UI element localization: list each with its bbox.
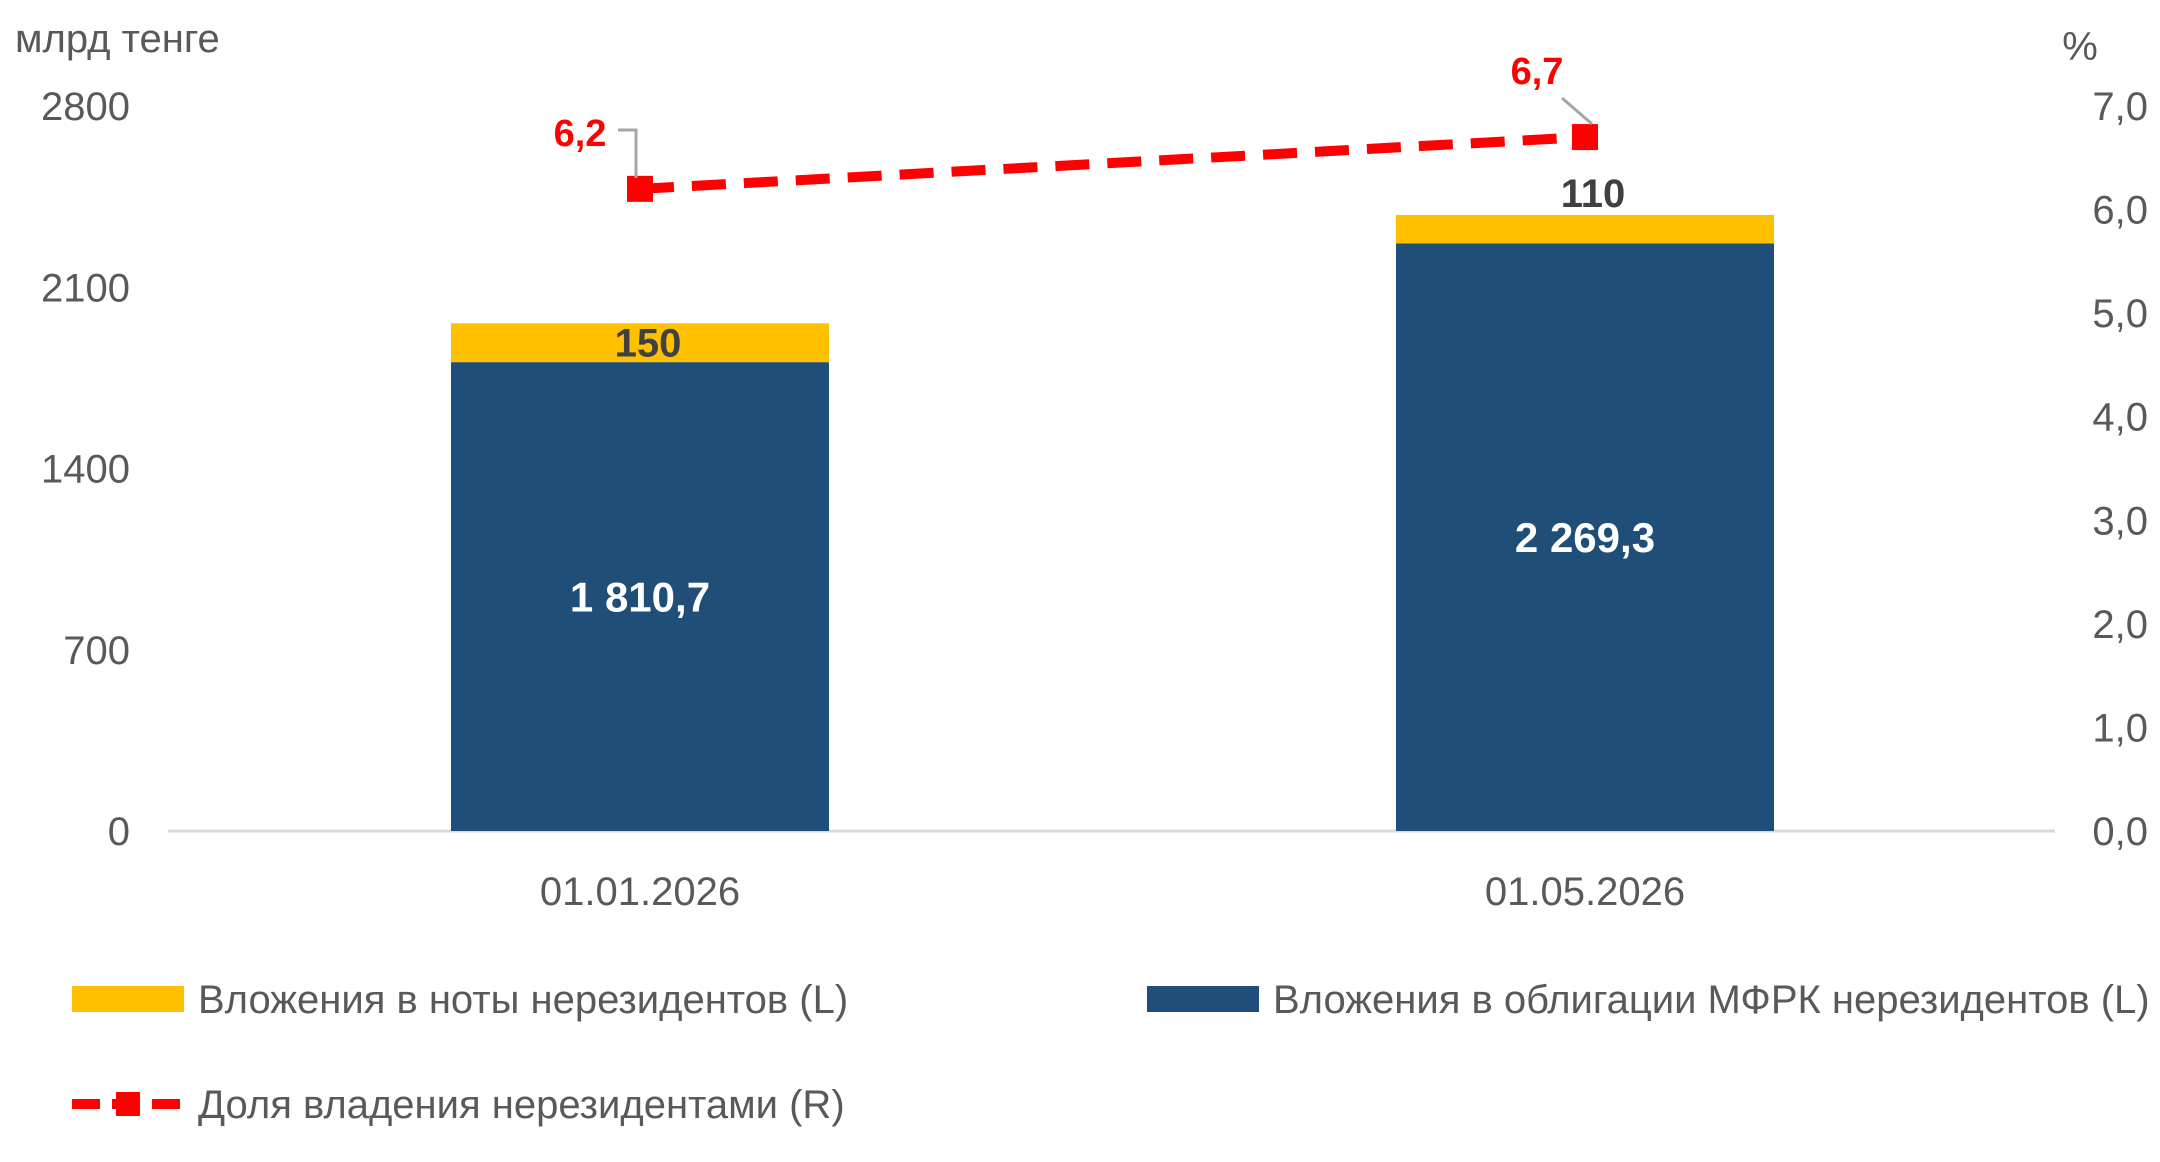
legend-label-share: Доля владения нерезидентами (R) [198,1083,845,1127]
marker-share [627,175,653,202]
data-label-bonds: 2 269,3 [1515,514,1655,561]
plot-area: 0 700 1400 2100 2800 0,0 1,0 2,0 3,0 4,0 5,0 6,0 7,0… [41,51,2148,914]
right-tick-label: 4,0 [2092,396,2148,440]
x-tick-label: 01.05.2026 [1485,870,1685,914]
right-tick-label: 2,0 [2092,603,2148,647]
right-tick-label: 3,0 [2092,499,2148,543]
right-axis-unit: % [2062,25,2098,69]
marker-share [1572,124,1598,151]
legend-swatch-bonds [1147,986,1259,1012]
right-tick-label: 1,0 [2092,706,2148,750]
bar-notes [451,323,829,363]
legend-item-bonds: Вложения в облигации МФРК нерезидентов (… [1147,978,2150,1022]
legend-label-bonds: Вложения в облигации МФРК нерезидентов (… [1273,978,2150,1022]
legend-item-notes: Вложения в ноты нерезидентов (L) [72,978,848,1022]
left-tick-label: 2800 [41,85,130,129]
data-label-share: 6,7 [1511,51,1564,93]
leader-line [1561,96,1593,126]
left-tick-label: 700 [63,629,130,673]
bar-notes [1396,214,1774,244]
legend: Вложения в ноты нерезидентов (L) Вложени… [72,978,2150,1127]
legend-marker-share [116,1092,140,1116]
left-axis-unit: млрд тенге [15,17,220,61]
legend-item-share: Доля владения нерезидентами (R) [72,1083,845,1127]
left-tick-label: 1400 [41,448,130,492]
data-label-share: 6,2 [554,113,607,155]
right-tick-label: 0,0 [2092,810,2148,854]
legend-label-notes: Вложения в ноты нерезидентов (L) [198,978,848,1022]
right-tick-label: 6,0 [2092,189,2148,233]
left-tick-label: 0 [108,810,130,854]
x-tick-label: 01.01.2026 [540,870,740,914]
legend-swatch-notes [72,986,184,1012]
data-label-notes: 110 [1561,172,1626,216]
bar-bonds [1396,243,1774,831]
right-tick-label: 5,0 [2092,292,2148,336]
line-share [639,132,1586,194]
left-tick-label: 2100 [41,266,130,310]
right-tick-label: 7,0 [2092,85,2148,129]
leader-line [618,128,638,178]
bar-bonds [451,362,829,831]
data-label-bonds: 1 810,7 [570,574,710,621]
data-label-notes: 150 [615,322,682,366]
